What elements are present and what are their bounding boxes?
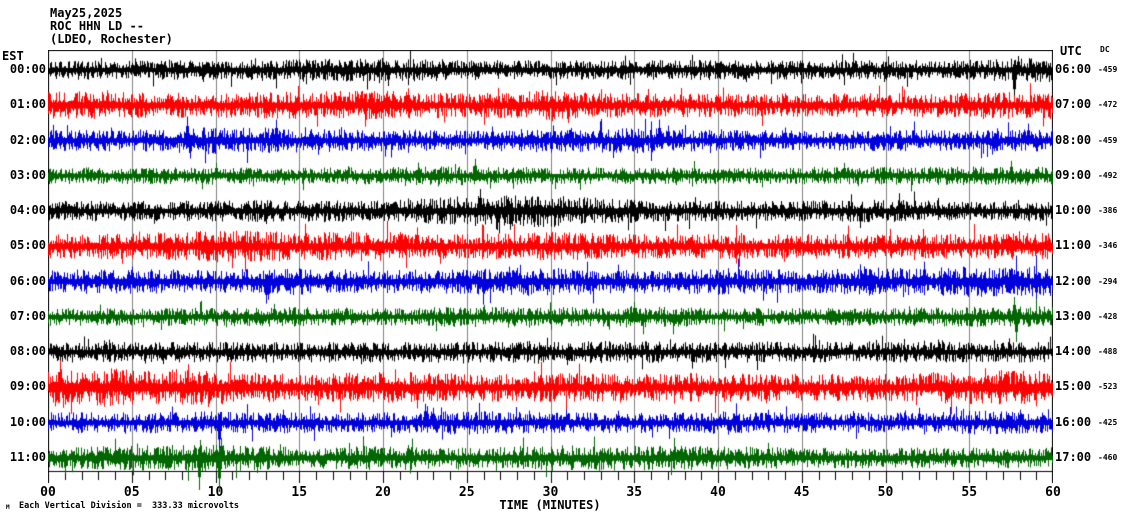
header-location: (LDEO, Rochester): [50, 32, 173, 46]
utc-time-label: 11:00: [1055, 238, 1092, 253]
utc-time-label: 15:00: [1055, 379, 1092, 394]
est-time-label: 09:00: [9, 379, 46, 394]
utc-time-label: 12:00: [1055, 273, 1092, 288]
est-time-label: 01:00: [9, 97, 46, 112]
utc-time-label: 07:00: [1055, 97, 1092, 112]
dc-value: -523: [1098, 382, 1118, 392]
est-time-label: 03:00: [9, 167, 46, 182]
dc-value: -460: [1098, 452, 1118, 462]
est-time-label: 00:00: [9, 62, 46, 76]
utc-time-label: 16:00: [1055, 414, 1092, 429]
seismogram-plot: [48, 50, 1053, 495]
header-date: May25,2025: [50, 6, 123, 20]
corner-mark: M: [6, 504, 10, 511]
est-time-label: 08:00: [9, 344, 46, 359]
utc-time-label: 08:00: [1055, 132, 1092, 147]
utc-time-label: 09:00: [1055, 167, 1092, 182]
right-timezone-label: UTC: [1060, 44, 1082, 58]
dc-value: -472: [1098, 100, 1118, 110]
dc-value: -386: [1098, 206, 1118, 216]
dc-value: -294: [1098, 276, 1118, 286]
scale-note: Each Vertical Division = 333.33 microvol…: [19, 501, 240, 511]
header-station: ROC HHN LD --: [50, 19, 144, 33]
left-timezone-label: EST: [2, 49, 24, 63]
utc-time-label: 14:00: [1055, 344, 1092, 359]
dc-value: -492: [1098, 170, 1118, 180]
utc-time-label: 17:00: [1055, 449, 1092, 464]
utc-time-label: 06:00: [1055, 62, 1092, 76]
dc-value: -425: [1098, 417, 1118, 427]
est-time-label: 11:00: [9, 449, 46, 464]
dc-column-label: DC: [1100, 45, 1110, 54]
est-time-label: 05:00: [9, 238, 46, 253]
dc-value: -346: [1098, 241, 1118, 251]
dc-value: -428: [1098, 311, 1118, 321]
dc-value: -459: [1098, 65, 1118, 74]
utc-time-label: 10:00: [1055, 203, 1092, 218]
est-time-label: 10:00: [9, 414, 46, 429]
utc-time-label: 13:00: [1055, 308, 1092, 323]
x-axis-title: TIME (MINUTES): [499, 498, 601, 512]
dc-value: -459: [1098, 135, 1118, 145]
est-time-label: 06:00: [9, 273, 46, 288]
est-time-label: 02:00: [9, 132, 46, 147]
est-time-label: 04:00: [9, 203, 46, 218]
dc-value: -488: [1098, 347, 1118, 357]
est-time-label: 07:00: [9, 308, 46, 323]
